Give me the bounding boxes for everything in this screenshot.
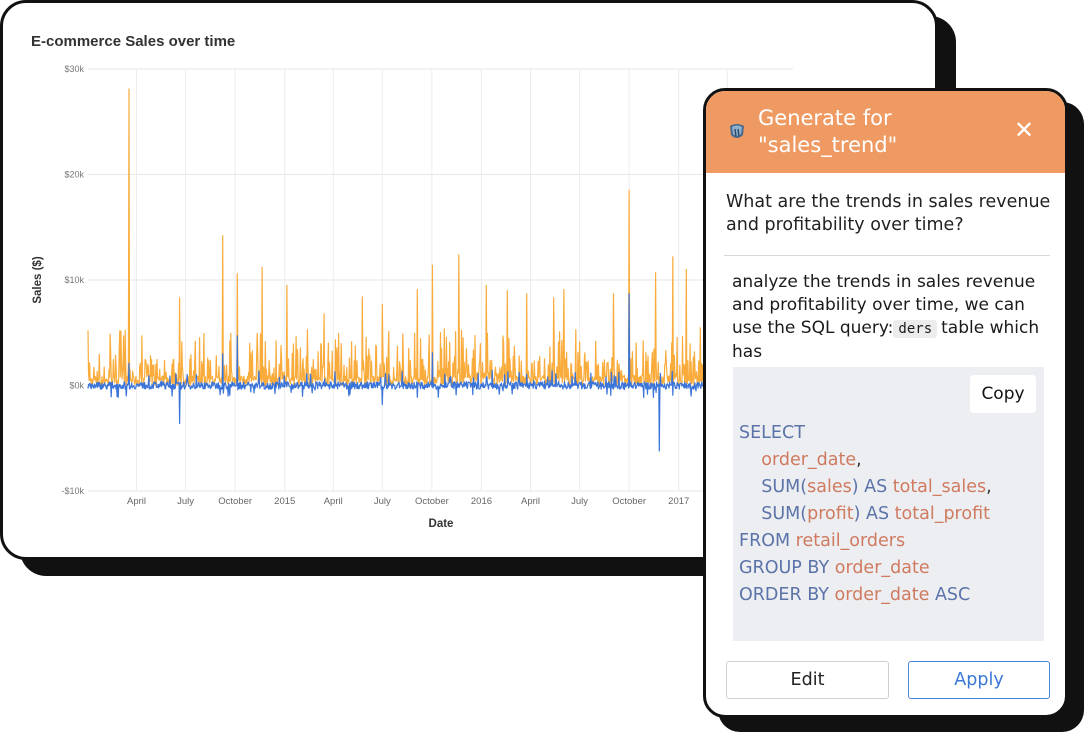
answer-body: analyze the trends in sales revenue and …: [732, 272, 1036, 338]
x-tick-label: 2017: [668, 496, 689, 507]
y-tick-label: $30k: [64, 64, 84, 74]
x-tick-label: October: [415, 496, 449, 507]
chart-series: [87, 88, 794, 452]
edit-button[interactable]: Edit: [726, 661, 889, 699]
x-tick-label: July: [571, 496, 588, 507]
generate-popup: Generate for "sales_trend" ✕ What are th…: [703, 88, 1068, 718]
sql-code-block: Copy SELECT order_date, SUM(sales) AS to…: [733, 367, 1044, 641]
answer-text: analyze the trends in sales revenue and …: [732, 271, 1052, 364]
question-text: What are the trends in sales revenue and…: [726, 192, 1051, 235]
popup-header: Generate for "sales_trend" ✕: [706, 91, 1065, 173]
y-tick-label: $10k: [64, 275, 84, 285]
y-tick-label: -$10k: [61, 486, 84, 496]
answer-suffix: table which has: [732, 318, 1040, 362]
apply-button[interactable]: Apply: [908, 661, 1050, 699]
y-axis-label: Sales ($): [32, 256, 44, 303]
sql-code: SELECT order_date, SUM(sales) AS total_s…: [739, 420, 992, 609]
y-tick-label: $20k: [64, 170, 84, 180]
x-tick-label: July: [177, 496, 194, 507]
database-logo-icon: [730, 124, 744, 138]
code-line: FROM retail_orders: [739, 531, 906, 551]
popup-title: Generate for "sales_trend": [758, 106, 898, 157]
code-line: SELECT: [739, 423, 805, 443]
x-tick-label: April: [127, 496, 146, 507]
inline-code: ders: [893, 320, 938, 338]
x-tick-label: April: [324, 496, 343, 507]
copy-button[interactable]: Copy: [970, 375, 1036, 413]
chart-title: E-commerce Sales over time: [31, 33, 236, 50]
y-tick-label: $0k: [69, 381, 84, 391]
x-tick-label: April: [521, 496, 540, 507]
x-tick-label: 2015: [274, 496, 295, 507]
code-line: SUM(profit) AS total_profit: [761, 504, 990, 524]
code-line: GROUP BY order_date: [739, 558, 930, 578]
x-tick-label: July: [374, 496, 391, 507]
series-line: [87, 88, 794, 387]
chart-axes: $30k $20k $10k $0k -$10k April July October 2015…: [32, 64, 737, 530]
x-tick-label: October: [612, 496, 646, 507]
divider: [724, 255, 1050, 256]
x-tick-label: October: [218, 496, 252, 507]
series-line: [87, 293, 794, 452]
x-axis-label: Date: [429, 518, 454, 530]
code-line: ORDER BY order_date ASC: [739, 585, 971, 605]
code-line: SUM(sales) AS total_sales,: [761, 477, 992, 497]
chart-grid: [88, 68, 793, 492]
close-icon[interactable]: ✕: [1013, 116, 1035, 144]
x-tick-label: 2016: [471, 496, 492, 507]
code-line: order_date,: [761, 450, 862, 470]
